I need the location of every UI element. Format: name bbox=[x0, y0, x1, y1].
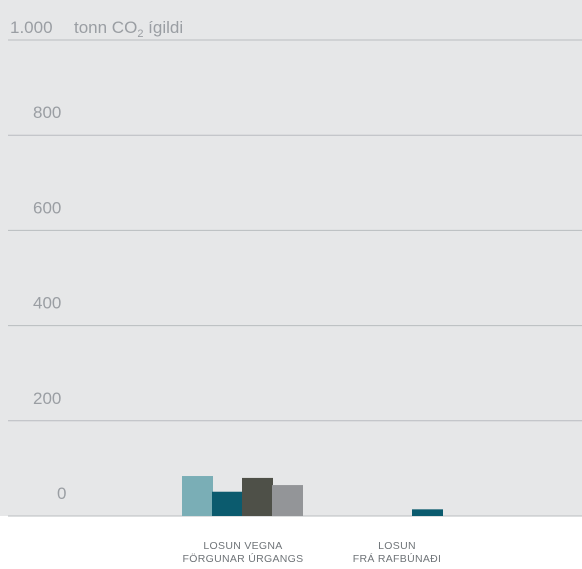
bars bbox=[182, 476, 443, 516]
gridlines bbox=[8, 39, 582, 517]
category-label: LOSUN VEGNA bbox=[203, 540, 282, 552]
unit-label-suffix: ígildi bbox=[143, 18, 183, 37]
category-label: FÖRGUNAR ÚRGANGS bbox=[183, 552, 304, 565]
y-tick-label: 400 bbox=[33, 294, 61, 313]
bar bbox=[272, 485, 303, 516]
y-tick-label: 1.000 bbox=[10, 18, 53, 37]
category-label: FRÁ RAFBÚNAÐI bbox=[353, 552, 442, 565]
bar bbox=[412, 509, 443, 516]
y-tick-label: 800 bbox=[33, 103, 61, 122]
plot-background bbox=[0, 0, 582, 516]
category-label: LOSUN bbox=[378, 540, 416, 552]
bar bbox=[242, 477, 273, 516]
y-tick-label: 200 bbox=[33, 389, 61, 408]
bar bbox=[182, 476, 213, 516]
y-tick-label: 600 bbox=[33, 198, 61, 217]
unit-label-subscript: 2 bbox=[137, 28, 143, 40]
y-axis-unit-label: tonn CO2 ígildi bbox=[74, 18, 183, 40]
bar bbox=[212, 491, 243, 516]
unit-label-prefix: tonn CO bbox=[74, 18, 137, 37]
y-axis-tick-labels: 0 200 400 600 800 1.000 bbox=[10, 18, 66, 503]
y-tick-label: 0 bbox=[57, 484, 66, 503]
